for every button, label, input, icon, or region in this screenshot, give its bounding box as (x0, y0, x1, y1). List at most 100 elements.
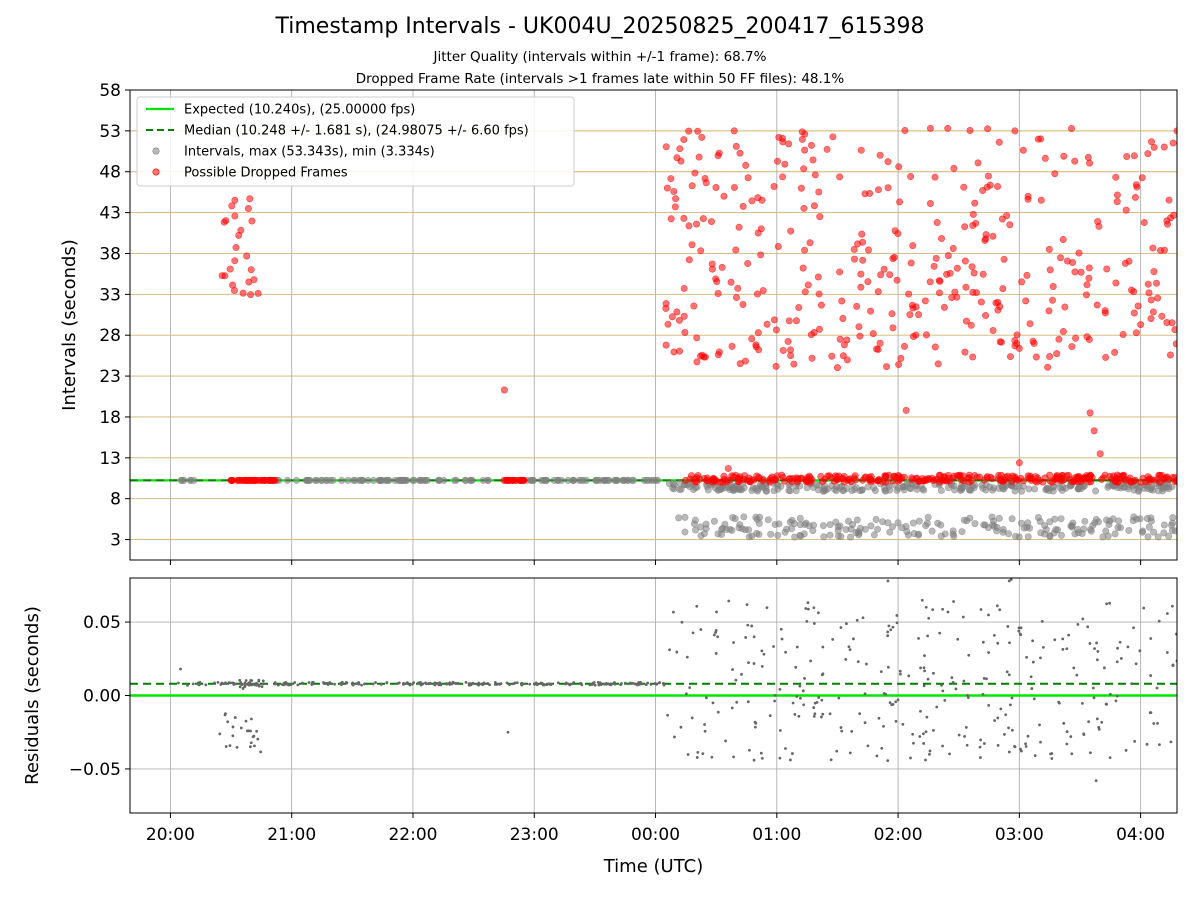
dropped-frame-point (809, 156, 817, 164)
residual-point (747, 661, 750, 665)
residual-point (640, 682, 644, 686)
dropped-frame-point (853, 302, 861, 310)
interval-point (338, 476, 346, 484)
interval-point (819, 522, 827, 530)
dropped-frame-point (248, 217, 256, 225)
residual-point (1005, 670, 1009, 674)
residual-point (996, 716, 1000, 720)
dropped-frame-point (693, 358, 701, 366)
interval-point (541, 476, 549, 484)
residual-point (374, 681, 377, 684)
residual-point (695, 604, 699, 608)
dropped-frame-point (895, 473, 903, 481)
dropped-frame-point (681, 328, 689, 336)
residual-point (813, 712, 817, 716)
dropped-frame-point (676, 347, 684, 355)
residual-point (597, 683, 601, 687)
dropped-frame-point (1023, 271, 1031, 279)
dropped-frame-point (807, 331, 815, 339)
residual-point (752, 635, 756, 639)
residual-point (1039, 740, 1042, 744)
dropped-frame-point (884, 184, 892, 192)
dropped-frame-point (736, 473, 744, 481)
residual-point (649, 682, 653, 686)
dropped-frame-point (1077, 268, 1085, 276)
interval-point (834, 527, 842, 535)
dropped-frame-point (902, 406, 910, 414)
residual-point (821, 645, 825, 649)
residual-point (186, 683, 189, 687)
dropped-frame-point (998, 215, 1006, 223)
residual-point (923, 669, 926, 673)
dropped-frame-point (987, 473, 995, 481)
residual-point (1118, 640, 1122, 644)
interval-point (814, 486, 822, 494)
interval-point (1139, 527, 1147, 535)
interval-point (967, 486, 975, 494)
residual-point (1149, 637, 1153, 640)
residual-point (482, 681, 486, 685)
residual-point (685, 655, 689, 659)
residual-point (907, 674, 911, 678)
dropped-frame-point (685, 256, 693, 264)
interval-point (1089, 522, 1097, 530)
dropped-frame-point (1132, 329, 1140, 337)
dropped-frame-point (268, 476, 276, 484)
interval-point (398, 476, 406, 484)
residual-point (249, 679, 253, 682)
dropped-frame-point (1094, 218, 1102, 226)
residual-point (753, 725, 757, 729)
dropped-frame-point (961, 223, 969, 231)
dropped-frame-point (982, 235, 990, 243)
interval-point (1168, 521, 1176, 529)
interval-point (913, 485, 921, 493)
residual-point (917, 636, 920, 640)
residual-point (999, 707, 1003, 711)
residual-point (966, 696, 970, 700)
dropped-frame-point (247, 291, 255, 299)
residual-point (433, 681, 437, 685)
interval-point (710, 517, 718, 525)
dropped-frame-point (1150, 143, 1158, 151)
interval-point (889, 523, 897, 531)
dropped-frame-point (1158, 312, 1166, 320)
residual-point (806, 601, 810, 605)
dropped-frame-point (695, 153, 703, 161)
residual-point (276, 683, 280, 687)
residual-point (1115, 694, 1119, 698)
residual-point (750, 624, 754, 628)
residual-point (696, 750, 700, 754)
residual-point (1171, 663, 1175, 667)
interval-point (1104, 483, 1112, 491)
dropped-frame-point (662, 143, 670, 151)
residual-point (661, 681, 665, 685)
residual-point (928, 752, 931, 756)
residual-point (533, 683, 537, 686)
dropped-frame-point (671, 203, 679, 211)
residual-point (1149, 711, 1153, 715)
residual-point (820, 698, 824, 702)
residual-point (788, 758, 792, 762)
residual-point (310, 681, 314, 684)
interval-point (681, 528, 689, 536)
residual-point (1114, 699, 1118, 703)
residual-point (950, 676, 954, 680)
dropped-frame-point (934, 360, 942, 368)
residual-point (569, 682, 573, 686)
dropped-frame-point (877, 271, 885, 279)
dropped-frame-point (931, 173, 939, 181)
dropped-frame-point (735, 223, 743, 231)
residual-point (1105, 602, 1109, 606)
dropped-frame-point (944, 471, 952, 479)
residual-point (257, 678, 261, 682)
intervals-plot-area (130, 90, 1177, 560)
dropped-frame-point (785, 317, 793, 325)
residual-point (987, 651, 991, 654)
legend-dropped-swatch (152, 168, 160, 176)
residual-point (923, 654, 926, 658)
residual-point (249, 741, 253, 745)
dropped-frame-point (931, 476, 939, 484)
interval-point (950, 532, 958, 540)
dropped-frame-point (687, 472, 695, 480)
residual-point (655, 682, 659, 686)
